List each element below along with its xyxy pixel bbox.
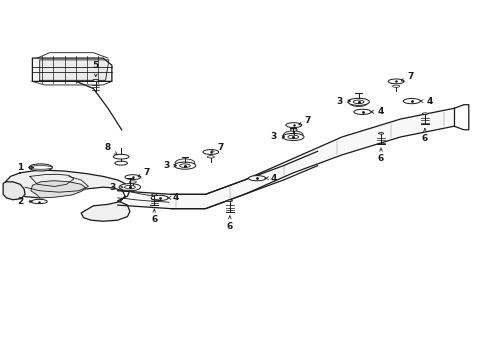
Text: 1: 1 [17, 163, 34, 172]
Ellipse shape [347, 98, 368, 105]
Text: 3: 3 [109, 183, 122, 192]
Ellipse shape [115, 161, 127, 165]
Text: 7: 7 [298, 116, 310, 125]
Ellipse shape [353, 109, 370, 114]
Ellipse shape [227, 200, 232, 202]
Text: 7: 7 [211, 143, 223, 152]
Text: 8: 8 [104, 143, 117, 154]
Ellipse shape [287, 135, 298, 139]
Ellipse shape [124, 185, 135, 189]
Polygon shape [5, 170, 130, 221]
Ellipse shape [119, 184, 141, 191]
Text: 4: 4 [370, 107, 384, 116]
Ellipse shape [402, 99, 420, 104]
Polygon shape [40, 60, 109, 80]
Ellipse shape [283, 131, 303, 139]
Ellipse shape [179, 164, 190, 167]
Ellipse shape [282, 134, 304, 140]
Ellipse shape [387, 79, 403, 84]
Text: 2: 2 [17, 197, 32, 206]
Text: 4: 4 [167, 193, 179, 202]
Text: 3: 3 [163, 161, 176, 170]
Text: 6: 6 [421, 129, 427, 143]
Ellipse shape [378, 132, 383, 134]
Text: 4: 4 [264, 174, 276, 183]
Ellipse shape [290, 129, 297, 131]
Text: 5: 5 [92, 61, 99, 77]
Polygon shape [31, 181, 86, 198]
Ellipse shape [348, 99, 367, 107]
Ellipse shape [151, 195, 168, 201]
Ellipse shape [392, 85, 399, 87]
Text: 7: 7 [138, 168, 150, 177]
Text: 6: 6 [377, 148, 384, 163]
Ellipse shape [285, 123, 301, 127]
Ellipse shape [174, 162, 195, 169]
Ellipse shape [29, 164, 52, 171]
Ellipse shape [422, 113, 427, 114]
Ellipse shape [129, 181, 136, 183]
Text: 6: 6 [226, 216, 232, 231]
Text: 4: 4 [419, 96, 432, 105]
Ellipse shape [31, 199, 47, 204]
Ellipse shape [93, 79, 99, 81]
Ellipse shape [248, 176, 265, 181]
Ellipse shape [151, 194, 157, 195]
Ellipse shape [124, 175, 141, 180]
Ellipse shape [113, 154, 129, 159]
Text: 3: 3 [270, 132, 284, 141]
Ellipse shape [29, 166, 52, 169]
Text: 3: 3 [336, 96, 350, 105]
Text: 7: 7 [401, 72, 413, 81]
Polygon shape [32, 58, 112, 81]
Ellipse shape [203, 150, 218, 154]
Ellipse shape [352, 100, 363, 104]
Ellipse shape [175, 159, 194, 167]
Polygon shape [3, 182, 25, 200]
Polygon shape [118, 108, 453, 209]
Ellipse shape [207, 156, 214, 158]
Text: 6: 6 [151, 209, 157, 224]
